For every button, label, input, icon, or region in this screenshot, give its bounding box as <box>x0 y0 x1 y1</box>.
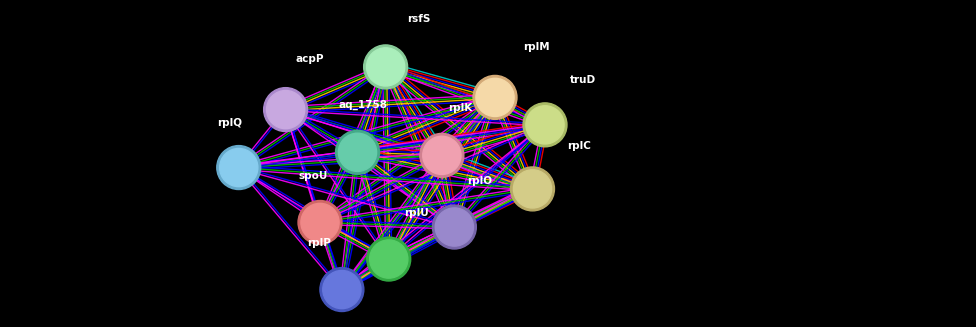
Text: rplO: rplO <box>467 176 492 186</box>
Circle shape <box>420 133 464 177</box>
Circle shape <box>473 76 517 119</box>
Text: truD: truD <box>570 75 596 85</box>
Circle shape <box>220 148 258 187</box>
Circle shape <box>423 136 461 175</box>
Circle shape <box>320 267 364 312</box>
Circle shape <box>513 170 551 208</box>
Text: rplC: rplC <box>567 141 590 151</box>
Text: rplP: rplP <box>307 238 332 249</box>
Circle shape <box>367 48 405 86</box>
Circle shape <box>367 237 411 281</box>
Text: aq_1758: aq_1758 <box>339 99 387 110</box>
Text: rsfS: rsfS <box>408 14 430 24</box>
Circle shape <box>323 270 361 309</box>
Circle shape <box>266 91 305 129</box>
Text: rplQ: rplQ <box>217 118 242 128</box>
Circle shape <box>364 45 408 89</box>
Text: spoU: spoU <box>298 171 328 181</box>
Circle shape <box>526 106 564 144</box>
Text: rplU: rplU <box>404 208 429 218</box>
Circle shape <box>339 133 377 171</box>
Circle shape <box>523 103 567 147</box>
Circle shape <box>432 205 476 249</box>
Circle shape <box>217 146 261 190</box>
Circle shape <box>301 203 339 242</box>
Circle shape <box>435 208 473 246</box>
Text: rplM: rplM <box>523 42 549 52</box>
Text: acpP: acpP <box>295 54 323 64</box>
Circle shape <box>336 130 380 174</box>
Circle shape <box>264 88 307 131</box>
Circle shape <box>510 167 554 211</box>
Circle shape <box>476 78 514 116</box>
Circle shape <box>370 240 408 278</box>
Circle shape <box>298 200 342 244</box>
Text: rplK: rplK <box>448 103 472 112</box>
